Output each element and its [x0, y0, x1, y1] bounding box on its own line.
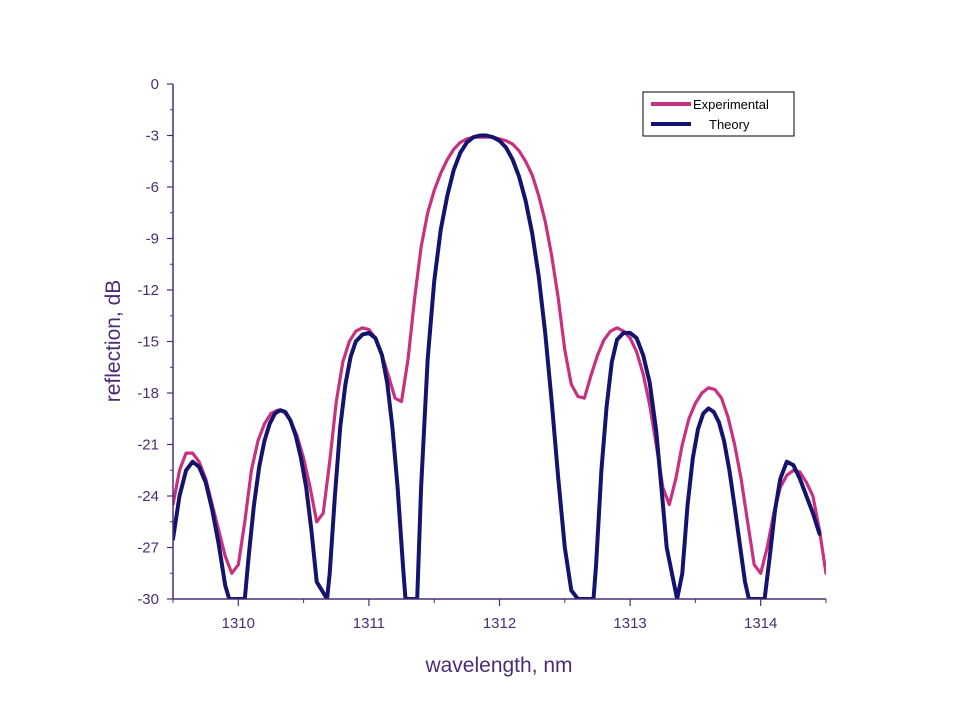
- legend-box: [642, 91, 795, 137]
- x-tick-label: 1311: [353, 615, 385, 632]
- y-tick-label: -9: [146, 231, 159, 248]
- y-tick-label: -12: [137, 282, 159, 299]
- y-tick-label: 0: [151, 76, 159, 93]
- y-tick-label: -6: [146, 179, 159, 196]
- ticks-layer: 0 -3 -6 -9 -12 -15 -18 -21 -24 -27 -30 1310 1311 1312…: [137, 76, 827, 632]
- x-tick-label: 1310: [222, 615, 255, 632]
- y-tick-label: -24: [137, 488, 159, 505]
- y-tick-label: -27: [137, 540, 159, 557]
- y-axis-title: reflection, dB: [102, 280, 125, 403]
- x-tick-label: 1312: [483, 615, 516, 632]
- series-line-experimental: [173, 135, 826, 575]
- y-tick-label: -3: [146, 128, 159, 145]
- y-tick-label: -15: [137, 334, 159, 351]
- x-tick-label: 1313: [613, 615, 646, 632]
- legend-label-theory: Theory: [709, 117, 750, 132]
- y-tick-label: -18: [137, 385, 159, 402]
- axes-layer: [172, 84, 826, 600]
- x-axis-title: wavelength, nm: [424, 654, 572, 677]
- y-tick-label: -30: [137, 591, 159, 608]
- series-layer: [173, 133, 826, 599]
- legend-label-experimental: Experimental: [693, 97, 769, 112]
- y-tick-label: -21: [137, 437, 159, 454]
- series-line-theory: [173, 133, 822, 599]
- legend: Experimental Theory: [642, 91, 795, 137]
- x-tick-label: 1314: [744, 615, 777, 632]
